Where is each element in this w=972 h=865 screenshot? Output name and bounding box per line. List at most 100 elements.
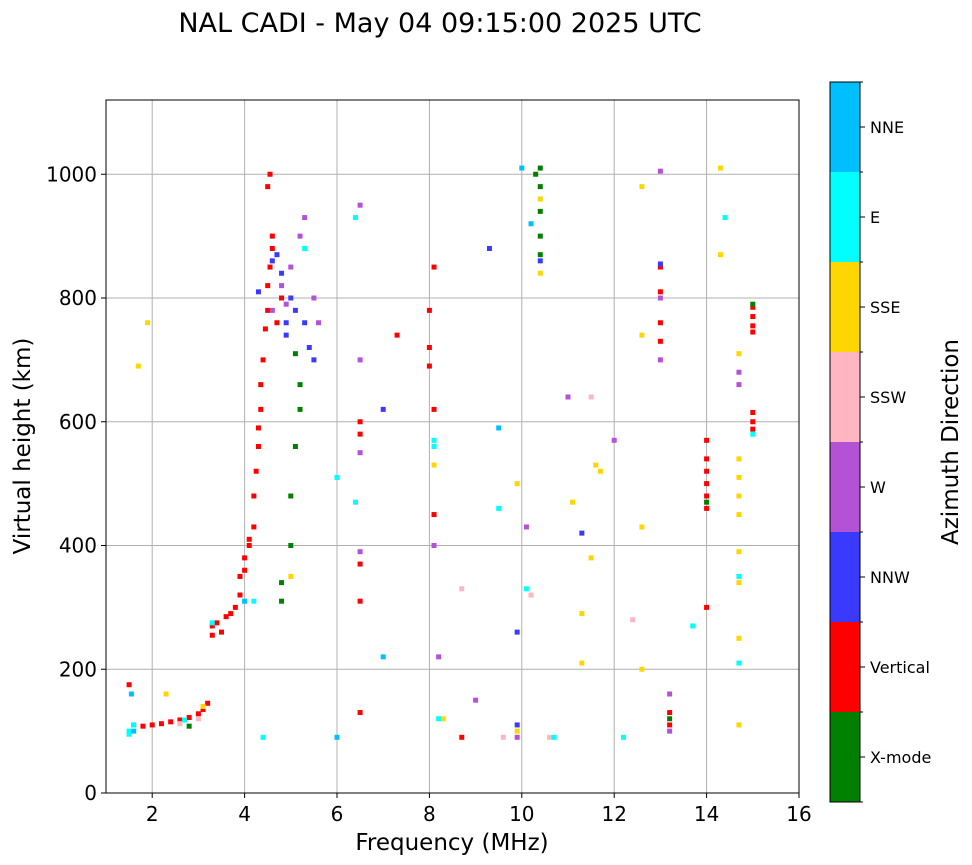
data-point — [265, 283, 271, 289]
data-point — [750, 431, 756, 437]
data-point — [269, 307, 275, 313]
data-point — [667, 716, 673, 722]
series-nnw — [255, 246, 663, 728]
data-point — [246, 543, 252, 548]
series-nne — [128, 165, 534, 740]
data-point — [140, 723, 146, 729]
data-point — [283, 320, 289, 326]
data-point — [514, 481, 520, 487]
colorbar-frame — [829, 81, 861, 803]
data-point — [297, 406, 303, 412]
data-point — [205, 700, 211, 706]
data-point — [288, 573, 294, 579]
data-point — [523, 586, 529, 592]
colorbar-tick-label: NNW — [870, 568, 910, 587]
data-point — [246, 536, 252, 542]
data-point — [537, 196, 543, 202]
series-x-mode — [186, 165, 756, 729]
data-point — [255, 425, 261, 431]
data-point — [657, 264, 663, 270]
data-point — [306, 345, 312, 350]
data-point — [279, 295, 285, 301]
data-point — [279, 270, 285, 276]
data-point — [579, 530, 585, 536]
data-point — [431, 406, 437, 412]
data-point — [667, 722, 673, 728]
data-point — [588, 394, 594, 400]
data-point — [736, 512, 742, 518]
data-point — [242, 567, 248, 573]
data-point — [288, 543, 294, 548]
data-point — [736, 635, 742, 641]
data-point — [279, 580, 285, 586]
data-point — [537, 233, 543, 239]
data-point — [704, 468, 710, 474]
data-point — [717, 165, 723, 171]
data-point — [269, 246, 275, 251]
data-point — [496, 505, 502, 511]
data-point — [288, 493, 294, 499]
data-point — [357, 357, 363, 363]
data-point — [519, 165, 525, 171]
data-point — [158, 721, 164, 727]
data-point — [163, 691, 169, 697]
data-point — [431, 444, 437, 449]
data-point — [750, 304, 756, 310]
data-point — [128, 691, 134, 697]
x-axis-label: Frequency (MHz) — [355, 830, 548, 856]
data-point — [334, 734, 340, 740]
data-points — [126, 165, 756, 740]
data-point — [237, 573, 243, 579]
data-point — [667, 710, 673, 716]
data-point — [283, 332, 289, 338]
data-point — [514, 629, 520, 635]
data-point — [265, 307, 271, 313]
x-tick-label: 2 — [146, 802, 159, 826]
data-point — [357, 450, 363, 456]
data-point — [145, 320, 151, 326]
data-point — [302, 320, 308, 326]
data-point — [639, 332, 645, 338]
data-point — [292, 351, 298, 357]
data-point — [357, 549, 363, 555]
data-point — [736, 493, 742, 499]
data-point — [440, 716, 446, 722]
data-point — [251, 493, 257, 499]
data-point — [126, 728, 132, 734]
data-point — [750, 329, 756, 335]
colorbar-segment — [830, 82, 860, 172]
data-point — [209, 632, 215, 638]
data-point — [717, 252, 723, 258]
colorbar-segment — [830, 532, 860, 622]
data-point — [657, 261, 663, 267]
data-point — [265, 184, 271, 190]
y-axis-ticks: 0 200 400 600 800 1000 — [46, 162, 106, 805]
data-point — [219, 629, 224, 635]
data-point — [657, 168, 663, 174]
data-point — [657, 320, 663, 326]
y-tick-label: 200 — [59, 657, 97, 681]
data-point — [242, 598, 248, 604]
data-point — [514, 734, 520, 740]
data-point — [297, 233, 303, 239]
data-point — [228, 611, 234, 617]
data-point — [630, 617, 636, 623]
data-point — [200, 703, 206, 709]
data-point — [135, 363, 141, 369]
y-tick-label: 600 — [59, 410, 97, 434]
y-tick-label: 800 — [59, 286, 97, 310]
x-tick-label: 14 — [694, 802, 719, 826]
data-point — [431, 437, 437, 443]
data-point — [704, 604, 710, 610]
data-point — [750, 419, 756, 425]
data-point — [736, 722, 742, 728]
data-point — [722, 215, 728, 221]
data-point — [514, 722, 520, 728]
data-point — [657, 295, 663, 301]
data-point — [177, 721, 183, 727]
data-point — [551, 734, 557, 740]
data-point — [357, 598, 363, 604]
x-tick-label: 10 — [509, 802, 534, 826]
data-point — [657, 338, 663, 344]
data-point — [496, 425, 502, 431]
